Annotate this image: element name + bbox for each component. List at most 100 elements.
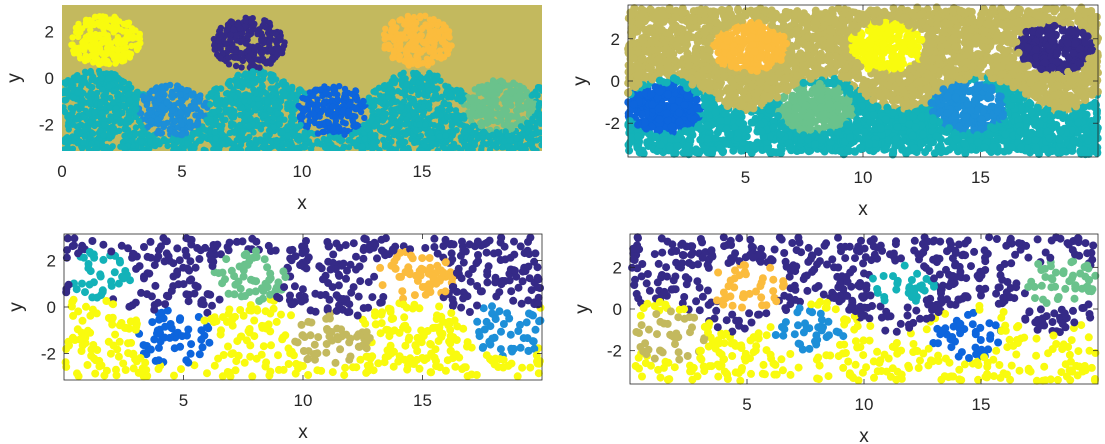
data-point — [279, 129, 286, 136]
data-point — [394, 127, 401, 134]
data-point — [234, 71, 242, 79]
data-point — [215, 145, 222, 151]
data-point — [88, 46, 96, 53]
data-point — [156, 95, 163, 103]
data-point — [320, 100, 328, 107]
data-point — [161, 121, 168, 128]
data-point — [99, 86, 106, 93]
data-point — [314, 130, 322, 137]
data-point — [326, 108, 333, 116]
data-point — [267, 138, 275, 145]
data-point — [312, 86, 319, 93]
data-point — [259, 82, 266, 89]
data-point — [314, 140, 321, 147]
data-point — [203, 116, 210, 124]
data-point — [304, 122, 312, 129]
data-point — [96, 61, 103, 68]
data-point — [411, 137, 418, 145]
data-point — [398, 104, 405, 111]
data-point — [93, 89, 101, 97]
data-point — [245, 82, 253, 89]
data-point — [170, 142, 177, 149]
data-point — [125, 19, 133, 26]
data-point — [338, 147, 346, 151]
data-point — [222, 96, 229, 104]
data-point — [167, 81, 174, 89]
data-point — [239, 78, 246, 86]
data-point — [168, 90, 176, 98]
data-point — [386, 146, 393, 151]
data-point — [310, 92, 317, 100]
data-point — [152, 137, 159, 145]
data-point — [267, 144, 274, 151]
data-point — [438, 104, 445, 111]
data-point — [404, 48, 411, 55]
data-point — [457, 134, 464, 141]
data-point — [233, 32, 240, 39]
data-point — [210, 146, 217, 151]
data-point — [106, 131, 113, 139]
data-point — [506, 137, 514, 144]
data-point — [436, 28, 443, 36]
data-point — [110, 88, 117, 95]
data-point — [423, 75, 430, 82]
data-point — [260, 75, 267, 83]
data-point — [64, 144, 71, 151]
data-point — [274, 110, 281, 118]
data-point — [109, 143, 116, 150]
data-point — [225, 54, 232, 61]
data-point — [527, 107, 534, 115]
data-point — [105, 60, 113, 68]
data-point — [258, 49, 265, 56]
data-point — [284, 123, 291, 130]
data-point — [245, 46, 252, 54]
data-point — [388, 26, 396, 34]
data-point — [109, 51, 116, 59]
data-point — [98, 110, 106, 117]
data-point — [248, 18, 255, 25]
data-point — [422, 12, 429, 19]
data-point — [133, 46, 141, 54]
data-point — [106, 104, 114, 112]
data-point — [519, 130, 526, 137]
data-point — [489, 131, 496, 138]
data-point — [151, 142, 158, 149]
data-point — [372, 143, 379, 151]
data-point — [386, 129, 394, 136]
data-point — [86, 98, 93, 105]
data-point — [196, 112, 204, 119]
data-points-top-right — [624, 3, 1102, 159]
x-tick-label: 15 — [413, 162, 432, 181]
data-point — [446, 112, 454, 120]
data-point — [393, 42, 400, 49]
data-point — [212, 135, 219, 142]
data-point — [296, 113, 304, 120]
data-point — [140, 127, 147, 134]
data-point — [500, 109, 507, 117]
data-point — [131, 94, 138, 101]
data-point — [126, 50, 133, 57]
data-point — [398, 89, 405, 97]
data-point — [381, 45, 388, 52]
data-point — [385, 94, 392, 101]
data-point — [168, 107, 176, 114]
data-point — [242, 70, 249, 77]
data-point — [460, 95, 467, 103]
data-point — [78, 96, 86, 104]
data-point — [475, 87, 482, 94]
data-point — [461, 143, 469, 150]
data-point — [405, 20, 413, 28]
data-point — [273, 76, 280, 83]
data-point — [144, 123, 151, 131]
data-point — [403, 27, 410, 34]
data-point — [434, 22, 441, 29]
data-point — [536, 111, 542, 118]
data-point — [134, 88, 141, 96]
data-point — [225, 61, 233, 68]
data-point — [122, 44, 130, 51]
data-point — [264, 98, 271, 106]
data-point — [88, 17, 95, 25]
data-point — [132, 124, 140, 131]
data-point — [436, 47, 444, 54]
